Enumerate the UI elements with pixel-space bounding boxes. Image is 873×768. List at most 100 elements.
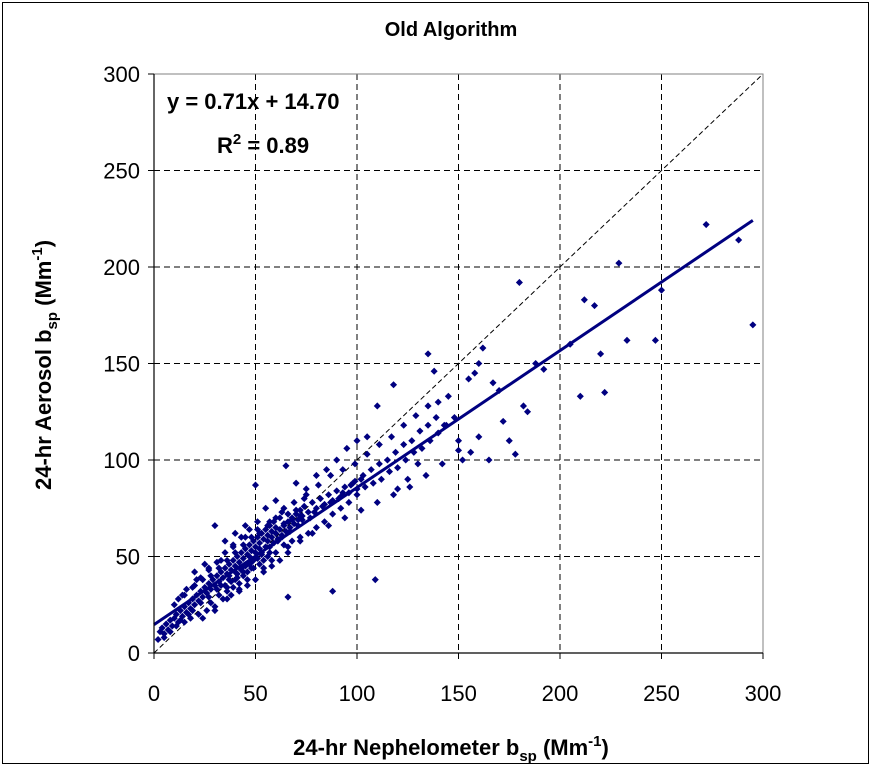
y-tick-label: 300 [103, 62, 140, 87]
data-point [172, 622, 180, 630]
x-label-main: 24-hr Nephelometer b [293, 735, 519, 760]
data-point [292, 510, 300, 518]
regression-equation: y = 0.71x + 14.70 [167, 89, 340, 114]
data-point [523, 408, 532, 416]
data-point [515, 278, 523, 286]
data-point [387, 433, 396, 441]
data-point [308, 529, 316, 537]
data-point [215, 564, 223, 572]
data-point [237, 549, 245, 557]
data-point [511, 450, 519, 458]
data-point [249, 564, 258, 572]
data-point [245, 525, 253, 534]
data-point [353, 437, 361, 445]
data-point [367, 466, 375, 474]
data-point [272, 514, 280, 522]
y-tick-label: 200 [103, 255, 140, 280]
data-point [615, 259, 623, 267]
data-point [377, 475, 385, 483]
y-axis-label: 24-hr Aerosol bsp (Mm-1) [29, 240, 61, 490]
data-point [221, 564, 229, 572]
x-tick-label: 0 [148, 681, 160, 706]
data-point [191, 601, 199, 609]
data-point [371, 576, 379, 584]
data-point [221, 581, 229, 589]
data-point [205, 566, 213, 574]
data-point [172, 610, 180, 618]
data-point [408, 437, 416, 445]
data-point [304, 529, 312, 537]
data-point [168, 622, 176, 630]
data-point [223, 595, 231, 603]
x-label-unit-sup: -1 [588, 733, 601, 750]
data-point [284, 593, 292, 601]
data-point [471, 369, 479, 377]
data-point [203, 607, 211, 615]
data-point [400, 421, 408, 429]
y-label-main: 24-hr Aerosol b [31, 329, 56, 490]
data-point [438, 460, 446, 468]
data-point [499, 417, 507, 425]
data-point [158, 624, 166, 632]
x-tick-label: 100 [339, 681, 376, 706]
data-point [282, 462, 290, 470]
data-point [278, 508, 286, 516]
data-point [316, 495, 324, 503]
data-point [394, 464, 402, 472]
data-point [284, 543, 292, 551]
data-point [475, 359, 483, 368]
data-point [160, 630, 168, 638]
data-point [288, 514, 296, 522]
data-point [227, 591, 235, 599]
data-point [329, 587, 337, 595]
data-point [260, 564, 268, 572]
data-point [489, 379, 497, 387]
x-axis-label: 24-hr Nephelometer bsp (Mm-1) [293, 733, 609, 765]
data-point [243, 581, 251, 589]
data-point [251, 481, 260, 489]
data-point [337, 504, 345, 512]
data-point [251, 576, 260, 584]
regression-line [153, 219, 754, 626]
data-point [390, 381, 398, 389]
data-point [211, 607, 219, 615]
data-point [217, 581, 225, 589]
data-point [272, 549, 280, 557]
data-point [576, 392, 584, 400]
data-point [235, 558, 243, 566]
scatter-chart: Old Algorithm 0 50 100 150 200 250 300 0 50 100 1… [29, 19, 781, 765]
data-point [363, 433, 371, 441]
data-point [580, 296, 588, 304]
data-point [229, 583, 237, 591]
x-label-unit-post: ) [602, 735, 609, 760]
data-point [231, 549, 239, 557]
data-point [207, 572, 215, 580]
data-point [333, 456, 341, 464]
data-point [268, 562, 276, 570]
data-point [201, 560, 209, 568]
y-tick-labels: 0 50 100 150 200 250 300 [103, 62, 140, 666]
data-point [213, 558, 221, 566]
data-point [394, 485, 402, 493]
data-point [402, 456, 410, 464]
data-point [227, 578, 235, 586]
data-point [465, 375, 473, 383]
data-point [184, 610, 193, 618]
data-point [231, 529, 239, 537]
data-point [199, 593, 207, 601]
data-point [749, 321, 757, 329]
data-point [345, 498, 353, 506]
data-point [260, 556, 268, 564]
x-tick-label: 50 [243, 681, 267, 706]
data-point [298, 512, 306, 520]
data-point [341, 483, 349, 491]
data-point [256, 560, 264, 568]
data-point [260, 568, 268, 576]
data-point [300, 495, 308, 503]
data-point [233, 574, 241, 582]
data-point [601, 388, 609, 396]
data-point [373, 498, 381, 506]
data-point [357, 506, 365, 514]
data-point [166, 628, 174, 636]
y-label-sub: sp [44, 312, 61, 330]
